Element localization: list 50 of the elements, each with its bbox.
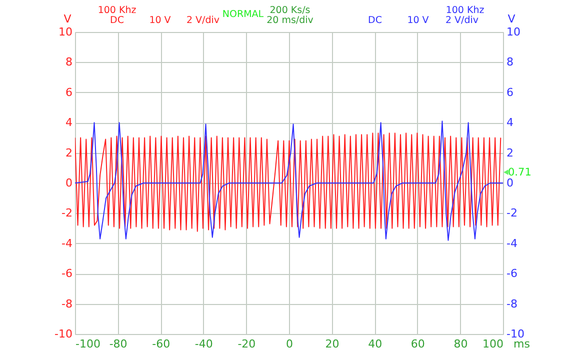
x-tick-label: -40 xyxy=(194,338,213,350)
y-tick-label: -8 xyxy=(62,297,72,310)
y-tick-label: -6 xyxy=(62,267,72,280)
text: 10 V xyxy=(149,15,172,26)
y-tick-label: -10 xyxy=(54,328,72,340)
y-tick-label: 4 xyxy=(66,116,72,130)
text: NORMAL xyxy=(222,9,264,20)
y2-tick-label: -6 xyxy=(506,267,518,280)
x-tick-label: -80 xyxy=(109,338,128,350)
x-tick-label: 40 xyxy=(368,338,382,350)
text: 100 Khz xyxy=(446,5,484,16)
y-tick-label: -2 xyxy=(62,206,72,220)
text: 2 V/div xyxy=(186,15,220,26)
y-axis-title: V xyxy=(64,12,72,26)
y-tick-label: 0 xyxy=(66,176,72,190)
y2-tick-label: -4 xyxy=(506,236,518,250)
text: DC xyxy=(368,15,382,26)
y2-axis-title: V xyxy=(508,12,516,26)
line-series xyxy=(75,132,502,232)
text: 10 V xyxy=(407,15,430,26)
y-tick-label: 6 xyxy=(66,86,72,99)
text: 100 Khz xyxy=(98,5,136,16)
line-series xyxy=(75,120,503,241)
y2-tick-label: -8 xyxy=(506,297,518,310)
y2-tick-label: 6 xyxy=(506,86,514,99)
x-tick-label: -100 xyxy=(76,338,100,350)
y2-tick-label: -2 xyxy=(506,206,518,220)
y2-tick-label: 10 xyxy=(506,26,520,38)
y2-tick-label: 2 xyxy=(506,146,514,160)
y2-tick-label: -10 xyxy=(506,328,524,340)
y-tick-label: -4 xyxy=(62,236,72,250)
y2-tick-label: 0 xyxy=(506,176,514,190)
x-axis-title: ms xyxy=(514,338,530,350)
text: 20 ms/div xyxy=(266,15,314,26)
y2-tick-label: 8 xyxy=(506,56,514,69)
x-tick-label: -60 xyxy=(152,338,170,350)
x-tick-label: -20 xyxy=(238,338,256,350)
y-tick-label: 2 xyxy=(66,146,72,160)
x-tick-label: 20 xyxy=(325,338,340,350)
text: DC xyxy=(110,15,124,26)
x-tick-label: 80 xyxy=(454,338,468,350)
x-tick-label: 0 xyxy=(286,338,293,350)
y2-tick-label: 4 xyxy=(506,116,514,130)
y-tick-label: 10 xyxy=(58,26,72,38)
y-tick-label: 8 xyxy=(66,56,72,69)
annotation: 0.71 xyxy=(508,166,532,178)
text: 200 Ks/s xyxy=(270,5,310,16)
x-tick-label: 100 xyxy=(482,338,504,350)
text: 2 V/div xyxy=(445,15,479,26)
x-tick-label: 60 xyxy=(410,338,425,350)
